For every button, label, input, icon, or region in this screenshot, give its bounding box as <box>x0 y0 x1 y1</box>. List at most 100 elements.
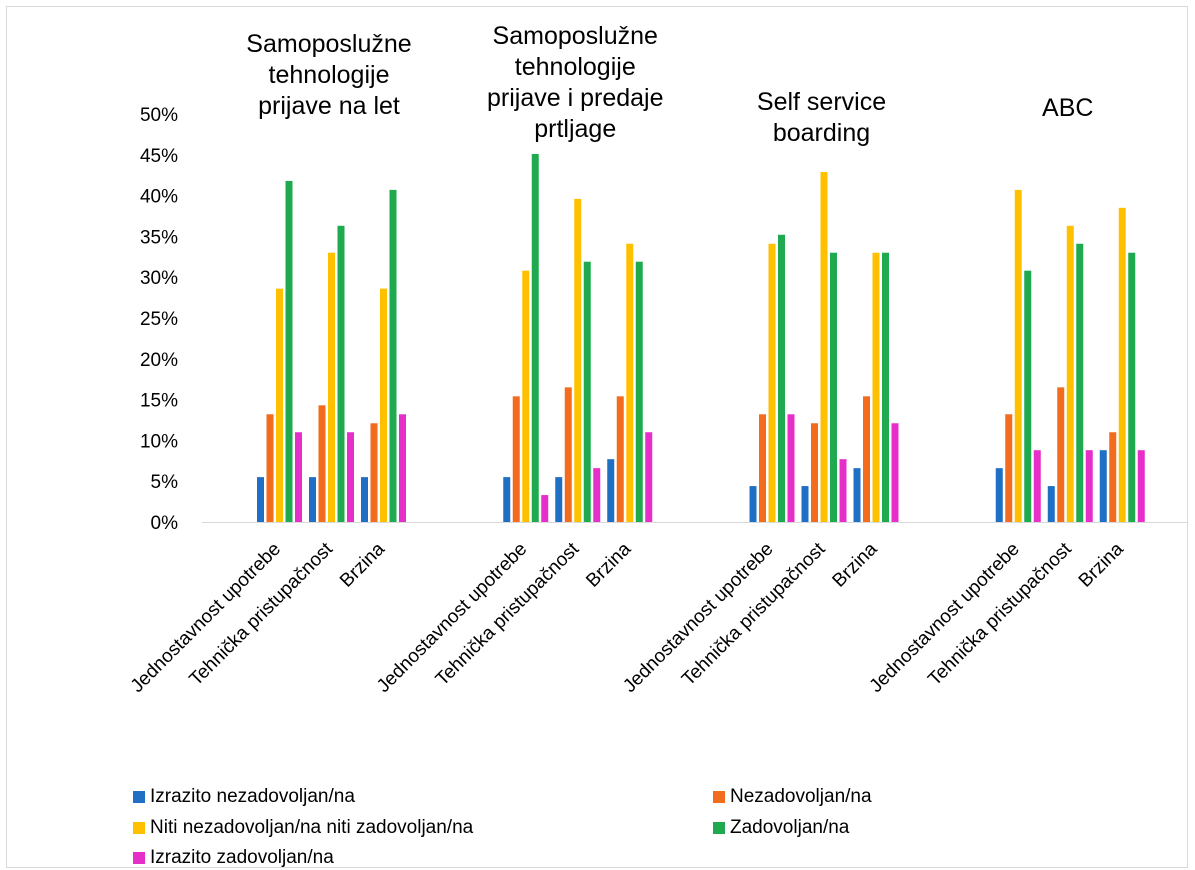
bar <box>1047 486 1055 522</box>
bar <box>257 477 264 522</box>
bar <box>882 252 889 522</box>
bar <box>389 189 397 522</box>
category-tick-label: Brzina <box>336 538 389 591</box>
bar <box>593 468 601 522</box>
legend-swatch <box>713 791 725 803</box>
bar <box>1099 450 1107 522</box>
bar <box>276 288 283 522</box>
legend-item-nezadovoljan: Nezadovoljan/na <box>713 786 872 808</box>
legend-item-izrazito-zadovoljan: Izrazito zadovoljan/na <box>133 847 334 869</box>
bar <box>1085 450 1093 522</box>
legend-swatch <box>133 822 145 834</box>
y-tick-label: 0% <box>151 513 179 534</box>
bar <box>555 477 563 522</box>
bar <box>574 198 582 522</box>
bar <box>370 423 378 522</box>
y-tick-label: 15% <box>140 391 178 412</box>
bar <box>1118 207 1126 522</box>
bar <box>1033 450 1041 522</box>
bar <box>285 180 293 523</box>
bar <box>635 261 643 522</box>
legend-item-izrazito-nezadovoljan: Izrazito nezadovoljan/na <box>133 786 355 808</box>
bar <box>645 432 653 522</box>
bar <box>778 234 785 522</box>
bar <box>872 252 880 522</box>
bar <box>839 459 847 522</box>
legend-swatch <box>133 791 145 803</box>
chart-frame: 0% 5% 10% 15% 20% 25% 30% 35% 40% 45% 50% Samoposlu… <box>6 6 1188 868</box>
bar <box>1066 225 1074 523</box>
legend-label: Zadovoljan/na <box>730 817 850 838</box>
y-tick-label: 50% <box>140 105 178 126</box>
bar <box>266 414 274 522</box>
bar <box>1076 243 1084 522</box>
bar <box>768 243 776 522</box>
bar <box>318 405 326 522</box>
legend-label: Nezadovoljan/na <box>730 786 872 807</box>
bar <box>853 468 861 522</box>
bar <box>811 423 818 522</box>
category-tick-label: Brzina <box>582 538 635 591</box>
bar <box>1014 189 1022 522</box>
bar-chart: 0% 5% 10% 15% 20% 25% 30% 35% 40% 45% 50% Samoposlu… <box>127 22 1187 697</box>
bar <box>801 486 809 522</box>
bar <box>531 153 539 522</box>
y-tick-label: 30% <box>140 268 178 289</box>
legend-swatch <box>133 852 145 864</box>
bar <box>361 477 368 522</box>
bar <box>626 243 634 522</box>
bar <box>512 396 520 522</box>
bar <box>1128 252 1136 522</box>
group-title-line: tehnologije <box>269 61 390 89</box>
bar <box>295 432 302 522</box>
group-title-line: boarding <box>773 119 870 147</box>
bar <box>564 387 572 522</box>
legend-item-zadovoljan: Zadovoljan/na <box>713 817 849 839</box>
legend-label: Izrazito nezadovoljan/na <box>150 786 355 807</box>
bar <box>891 423 899 522</box>
group-title-line: prijave na let <box>258 92 400 120</box>
bar <box>328 252 335 522</box>
bar <box>787 414 795 522</box>
bar <box>337 225 345 523</box>
bar <box>347 432 354 522</box>
bar <box>1109 432 1117 522</box>
y-tick-label: 25% <box>140 309 178 330</box>
category-tick-label: Brzina <box>1075 538 1128 591</box>
y-tick-label: 10% <box>140 431 178 452</box>
legend-item-niti: Niti nezadovoljan/na niti zadovoljan/na <box>133 817 473 839</box>
bar <box>503 477 511 522</box>
y-tick-label: 45% <box>140 146 178 167</box>
group-title-line: Self service <box>757 88 886 116</box>
bar <box>309 477 316 522</box>
bar <box>583 261 591 522</box>
bar <box>1057 387 1065 522</box>
bar <box>1024 270 1032 522</box>
group-title-line: prijave i predaje <box>487 84 664 112</box>
bar <box>522 270 530 522</box>
legend-swatch <box>713 822 725 834</box>
group-title-line: Samoposlužne <box>246 30 411 58</box>
bar <box>995 468 1003 522</box>
category-tick-label: Brzina <box>829 538 882 591</box>
bar <box>607 459 615 522</box>
y-tick-label: 20% <box>140 350 178 371</box>
y-tick-label: 5% <box>151 472 179 493</box>
group-title-line: Samoposlužne <box>493 22 658 50</box>
group-title-line: ABC <box>1042 94 1093 122</box>
y-tick-label: 40% <box>140 187 178 208</box>
bar <box>1005 414 1013 522</box>
bar <box>1137 450 1145 522</box>
bar <box>399 414 406 522</box>
legend-label: Izrazito zadovoljan/na <box>150 847 334 868</box>
group-title-line: tehnologije <box>515 53 636 81</box>
y-tick-label: 35% <box>140 227 178 248</box>
bar <box>541 495 549 522</box>
group-title-line: prtljage <box>534 115 616 143</box>
bar <box>820 171 828 522</box>
legend-label: Niti nezadovoljan/na niti zadovoljan/na <box>150 817 474 838</box>
bar <box>863 396 870 522</box>
bar <box>380 288 387 522</box>
bar <box>830 252 837 522</box>
bar <box>759 414 766 522</box>
